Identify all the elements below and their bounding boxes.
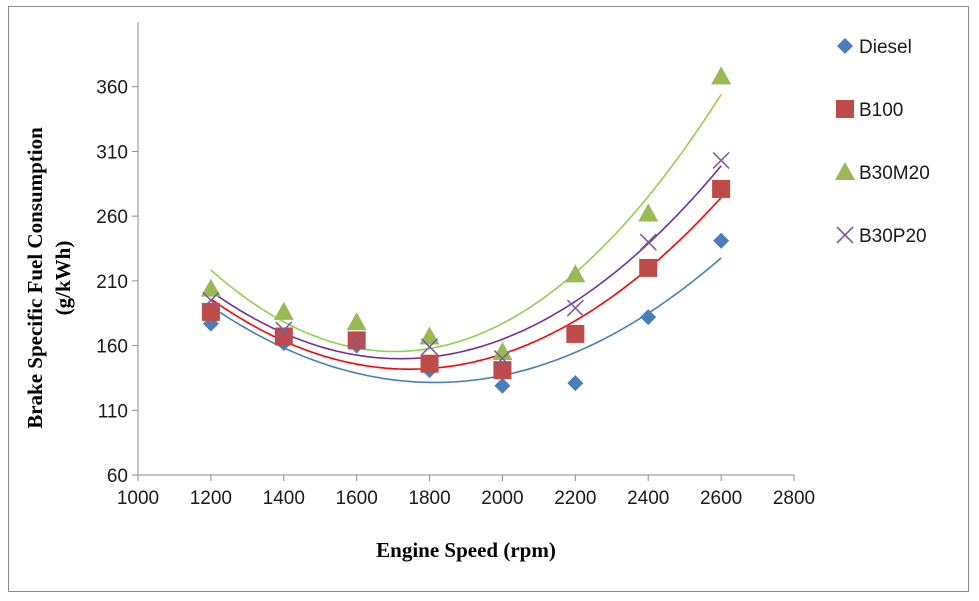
y-tick-label: 210 [96,272,128,293]
legend-marker-b30p20 [836,226,854,244]
y-axis-title-line-1: Brake Specific Fuel Consumption [23,127,47,429]
legend-marker-b30m20 [835,162,855,180]
legend-marker-diesel [837,38,853,54]
trendline-diesel [210,257,722,384]
point-b30p20 [202,291,220,309]
point-b30p20 [348,331,366,349]
x-tick-label: 1000 [117,488,159,509]
point-diesel [640,309,657,326]
point-b30m20 [565,264,586,283]
point-b30m20 [346,312,367,331]
legend-label-b30m20: B30M20 [859,163,930,184]
trendline-b100 [210,197,722,370]
x-tick-label: 2400 [627,488,669,509]
point-b30p20 [420,338,439,356]
point-b30p20 [493,349,512,368]
point-b30m20 [638,203,659,222]
x-tick-label: 1400 [263,488,305,509]
legend-label-b100: B100 [859,100,903,121]
point-b100 [639,258,658,277]
x-tick-label: 2000 [481,488,523,509]
y-axis-title-line-2: (g/kWh) [51,241,75,316]
y-tick-label: 260 [96,207,128,228]
point-diesel [713,232,730,249]
point-b30m20 [273,301,294,320]
point-b30m20 [419,326,440,345]
x-tick-label: 1600 [336,488,378,509]
point-b100 [201,302,220,321]
point-b30m20 [492,342,513,361]
y-tick-label: 160 [96,337,128,358]
point-b30m20 [711,66,732,85]
y-tick-label: 360 [96,78,128,99]
point-b30p20 [639,233,657,251]
point-b30p20 [566,299,584,317]
x-tick-label: 2600 [700,488,742,509]
x-tick-label: 1200 [190,488,232,509]
trendlines [210,94,722,384]
point-diesel [494,377,511,394]
point-b30m20 [200,278,221,297]
point-b100 [493,361,512,380]
legend-marker-b100 [836,100,854,118]
y-tick-label: 310 [96,142,128,163]
x-tick-label: 2800 [773,488,815,509]
point-b30p20 [275,321,293,339]
point-b100 [566,324,585,343]
point-diesel [567,375,584,392]
axes: 60 110 160 210 260 310 360 1000 1200 1400 1600 1800… [96,22,815,509]
legend-label-diesel: Diesel [859,37,912,58]
trendline-b30m20 [210,94,722,353]
point-b30p20 [712,151,730,170]
legend: Diesel B100 B30M20 B30P20 [835,37,930,247]
x-axis-title: Engine Speed (rpm) [376,538,556,562]
legend-label-b30p20: B30P20 [859,226,927,247]
point-b100 [712,179,731,198]
y-tick-label: 110 [98,401,128,422]
trendline-b30p20 [210,165,722,360]
y-tick-label: 60 [107,466,128,487]
x-tick-label: 2200 [554,488,596,509]
chart-frame [8,6,969,592]
x-tick-label: 1800 [408,488,450,509]
point-b100 [274,327,293,346]
markers [200,66,732,394]
point-b100 [420,354,439,373]
